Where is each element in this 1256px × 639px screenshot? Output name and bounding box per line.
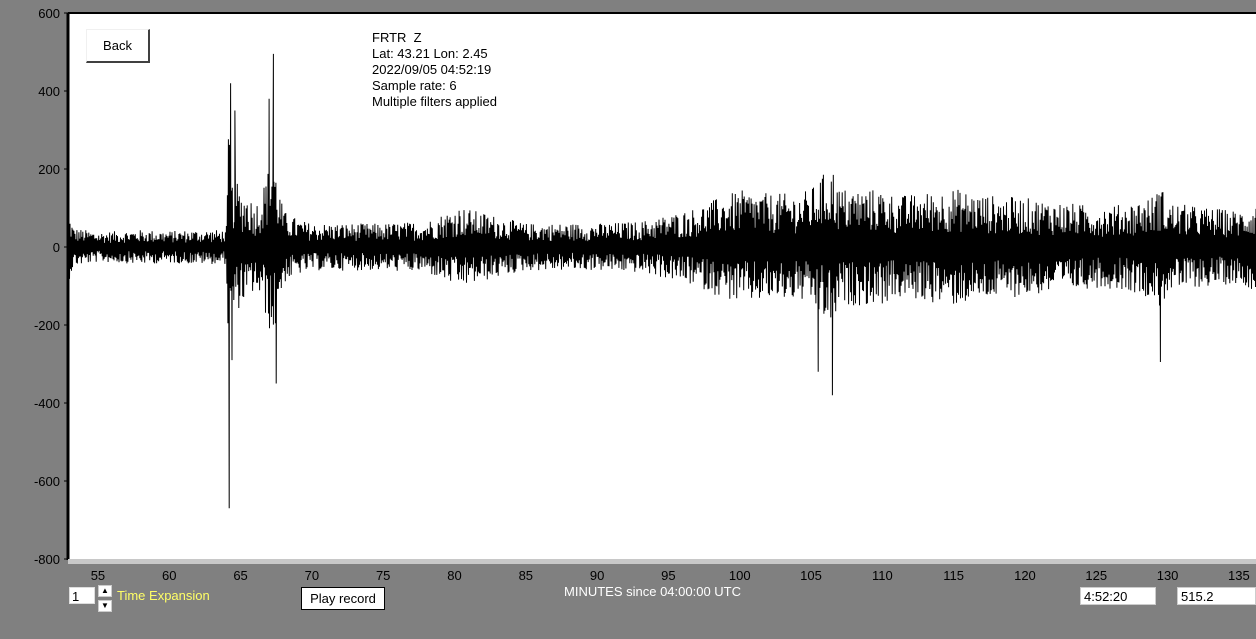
spin-down-arrow-icon[interactable]: ▼ bbox=[98, 600, 112, 612]
waveform-trace bbox=[67, 53, 1256, 509]
x-tick-label: 75 bbox=[376, 568, 390, 582]
x-tick-label: 125 bbox=[1085, 568, 1107, 582]
x-tick-label: 60 bbox=[162, 568, 176, 582]
x-tick-label: 90 bbox=[590, 568, 604, 582]
x-tick-label: 55 bbox=[91, 568, 105, 582]
x-tick-label: 105 bbox=[800, 568, 822, 582]
y-tick-label: 200 bbox=[38, 162, 60, 177]
x-axis-bar bbox=[68, 559, 1256, 564]
waveform-line bbox=[67, 53, 1256, 509]
x-axis-title: MINUTES since 04:00:00 UTC bbox=[564, 584, 742, 599]
x-tick-label: 135 bbox=[1228, 568, 1250, 582]
filters-note: Multiple filters applied bbox=[372, 94, 498, 109]
y-tick-label: 600 bbox=[38, 6, 60, 21]
y-tick-label: 0 bbox=[53, 240, 60, 255]
x-tick-label: 100 bbox=[729, 568, 751, 582]
value-readout: 515.2 bbox=[1177, 587, 1256, 605]
x-tick-label: 80 bbox=[447, 568, 461, 582]
y-tick-label: -400 bbox=[34, 396, 60, 411]
x-axis-ticks: 55 60 65 70 75 80 85 90 95 100 105 110 115 120 125 130 1… bbox=[91, 568, 1250, 582]
y-axis-ticks: 600 400 200 0 -200 -400 -600 -800 bbox=[34, 6, 68, 567]
x-tick-label: 95 bbox=[661, 568, 675, 582]
time-readout: 4:52:20 bbox=[1080, 587, 1156, 605]
y-tick-label: 400 bbox=[38, 84, 60, 99]
station-name: FRTR Z bbox=[372, 30, 422, 45]
x-tick-label: 110 bbox=[872, 568, 893, 582]
plot-area[interactable] bbox=[68, 13, 1256, 559]
seismogram-chart[interactable]: 600 400 200 0 -200 -400 -600 -800 55 60 65 70 75 80 8… bbox=[0, 0, 1256, 582]
sample-rate: Sample rate: 6 bbox=[372, 78, 457, 93]
x-tick-label: 70 bbox=[305, 568, 319, 582]
play-record-button[interactable]: Play record bbox=[301, 587, 385, 610]
y-tick-label: -200 bbox=[34, 318, 60, 333]
x-tick-label: 65 bbox=[233, 568, 247, 582]
y-tick-label: -600 bbox=[34, 474, 60, 489]
station-location: Lat: 43.21 Lon: 2.45 bbox=[372, 46, 488, 61]
spin-up-arrow-icon[interactable]: ▲ bbox=[98, 585, 112, 597]
time-expansion-input[interactable]: 1 bbox=[69, 587, 95, 604]
x-tick-label: 120 bbox=[1014, 568, 1036, 582]
x-tick-label: 130 bbox=[1157, 568, 1179, 582]
time-expansion-label: Time Expansion bbox=[117, 588, 210, 603]
back-button[interactable]: Back bbox=[86, 29, 150, 63]
x-tick-label: 85 bbox=[519, 568, 533, 582]
record-datetime: 2022/09/05 04:52:19 bbox=[372, 62, 492, 77]
x-tick-label: 115 bbox=[943, 568, 964, 582]
station-info: FRTR Z Lat: 43.21 Lon: 2.45 2022/09/05 0… bbox=[372, 30, 497, 110]
y-tick-label: -800 bbox=[34, 552, 60, 567]
